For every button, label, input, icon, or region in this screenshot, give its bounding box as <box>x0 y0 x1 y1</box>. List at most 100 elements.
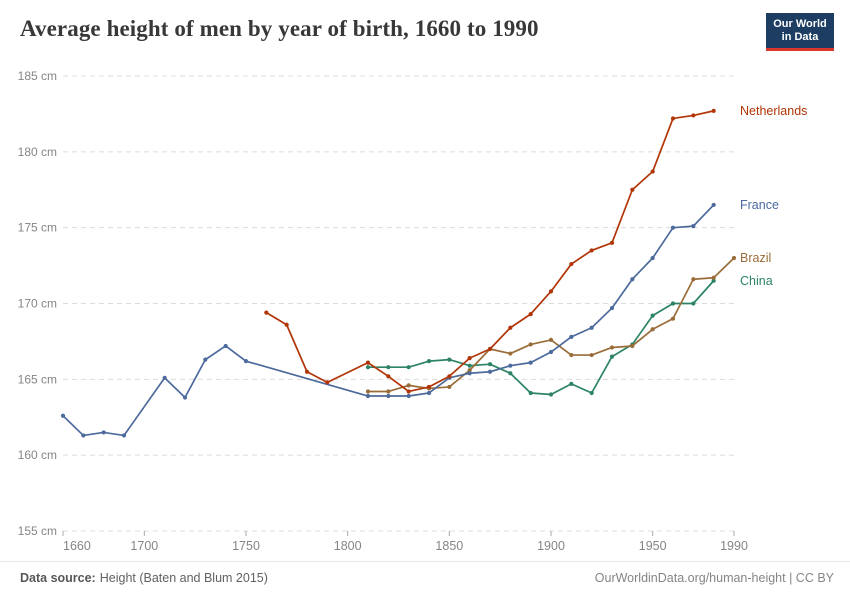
data-point <box>630 277 635 282</box>
data-point <box>589 248 594 253</box>
data-point <box>670 316 676 321</box>
owid-logo[interactable]: Our World in Data <box>766 13 834 51</box>
data-point <box>528 390 533 396</box>
data-point <box>711 202 716 208</box>
x-tick-label: 1800 <box>334 539 362 553</box>
data-point <box>528 312 533 317</box>
data-point <box>711 275 716 280</box>
y-tick-label: 185 cm <box>18 69 57 83</box>
data-point <box>731 255 737 261</box>
data-point <box>386 393 391 399</box>
data-point <box>548 392 554 397</box>
series-netherlands[interactable]: Netherlands <box>264 104 807 394</box>
data-point <box>426 359 432 364</box>
data-point <box>365 360 371 365</box>
series-china[interactable]: China <box>365 274 773 397</box>
data-point <box>325 380 330 385</box>
data-point <box>81 433 86 438</box>
data-point <box>487 346 493 352</box>
data-point <box>691 277 696 282</box>
data-point <box>365 389 371 394</box>
data-point <box>569 381 574 386</box>
data-point <box>609 305 615 311</box>
data-point <box>548 337 554 342</box>
series-label-france[interactable]: France <box>740 198 779 212</box>
data-point <box>650 255 655 261</box>
x-tick-label: 1660 <box>63 539 91 553</box>
data-point <box>487 362 493 367</box>
data-point <box>528 342 533 347</box>
series-line-china[interactable] <box>367 279 715 396</box>
data-point <box>182 395 188 400</box>
data-point <box>630 343 635 349</box>
data-point <box>711 278 716 283</box>
data-point <box>569 352 574 358</box>
data-point <box>406 383 411 388</box>
data-point <box>426 390 432 396</box>
data-point <box>691 224 696 229</box>
data-point <box>609 354 615 359</box>
data-point <box>670 301 676 306</box>
data-point <box>447 357 452 362</box>
data-point <box>284 322 289 327</box>
data-point <box>121 433 127 438</box>
data-point <box>508 325 513 330</box>
data-point <box>589 352 594 358</box>
plot-area[interactable]: 155 cm 160 cm 165 cm 170 cm 175 cm 180 cm 185 … <box>0 0 850 561</box>
series-line-brazil[interactable] <box>367 257 735 393</box>
data-point <box>508 351 513 356</box>
series-label-brazil[interactable]: Brazil <box>740 251 771 265</box>
data-source-label: Data source: <box>20 571 96 585</box>
license-link[interactable]: OurWorldinData.org/human-height | CC BY <box>594 571 834 585</box>
data-point <box>650 313 655 318</box>
y-tick-label: 155 cm <box>18 524 57 538</box>
data-point <box>691 113 696 118</box>
data-point <box>508 371 513 376</box>
data-point <box>406 365 411 370</box>
data-point <box>487 369 493 374</box>
x-tick-label: 1900 <box>537 539 565 553</box>
data-point <box>548 289 554 294</box>
y-tick-label: 165 cm <box>18 372 57 386</box>
data-point <box>650 169 655 174</box>
data-point <box>447 374 452 379</box>
data-point <box>467 368 472 373</box>
series-label-netherlands[interactable]: Netherlands <box>740 104 807 118</box>
data-point <box>630 187 635 192</box>
data-point <box>386 374 391 379</box>
x-tick-label: 1990 <box>720 539 748 553</box>
data-source: Data source: Height (Baten and Blum 2015) <box>20 571 268 585</box>
series-line-netherlands[interactable] <box>265 110 715 393</box>
chart-footer: Data source: Height (Baten and Blum 2015)… <box>0 561 850 600</box>
x-tick-label: 1750 <box>232 539 260 553</box>
y-tick-label: 180 cm <box>18 145 57 159</box>
x-tick-label: 1950 <box>639 539 667 553</box>
data-point <box>386 389 391 394</box>
x-tick-label: 1700 <box>130 539 158 553</box>
data-point <box>691 301 696 306</box>
x-tick-label: 1850 <box>435 539 463 553</box>
data-point <box>264 310 269 315</box>
data-point <box>508 363 513 368</box>
series-brazil[interactable]: Brazil <box>365 251 771 394</box>
y-tick-label: 160 cm <box>18 448 57 462</box>
data-point <box>650 327 655 332</box>
series-label-china[interactable]: China <box>740 274 773 288</box>
data-point <box>609 345 615 350</box>
data-source-value: Height (Baten and Blum 2015) <box>99 571 268 585</box>
data-point <box>548 349 554 355</box>
data-point <box>569 261 574 267</box>
chart-title: Average height of men by year of birth, … <box>20 16 539 41</box>
data-point <box>447 384 452 390</box>
series-line-france[interactable] <box>62 204 715 437</box>
data-point <box>569 334 574 339</box>
data-point <box>365 365 371 370</box>
data-point <box>162 375 167 380</box>
data-point <box>304 369 310 374</box>
data-point <box>711 108 716 113</box>
data-point <box>60 413 66 418</box>
y-tick-label: 170 cm <box>18 297 57 311</box>
data-point <box>203 357 208 362</box>
data-point <box>243 359 249 364</box>
